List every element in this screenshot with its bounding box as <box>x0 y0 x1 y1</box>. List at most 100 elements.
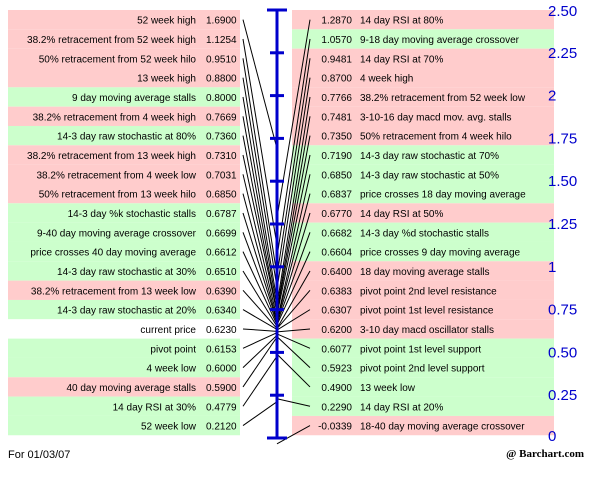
left-row-bg <box>8 222 240 242</box>
left-row-label: 14-3 day raw stochastic at 80% <box>57 132 196 143</box>
right-connector-line <box>276 96 311 306</box>
left-row-value: 0.6153 <box>206 344 237 355</box>
left-row-label: current price <box>140 325 196 336</box>
right-row-label: 14-3 day raw stochastic at 70% <box>360 151 499 162</box>
right-row-value: 0.6383 <box>321 286 352 297</box>
y-tick-label: 2 <box>548 88 556 105</box>
right-row-value: 0.6200 <box>321 325 352 336</box>
right-row-bg <box>292 299 554 320</box>
right-row-label: 38.2% retracement from 52 week low <box>360 93 526 104</box>
right-row-bg <box>292 319 554 339</box>
left-connector-line <box>242 58 278 276</box>
left-row-label: 14-3 day %k stochastic stalls <box>68 209 196 220</box>
right-row-label: pivot point 2nd level support <box>360 364 485 375</box>
right-row-bg <box>292 338 554 358</box>
right-row-bg <box>292 106 554 126</box>
left-row-value: 0.7031 <box>206 170 237 181</box>
left-connector-line <box>242 289 278 329</box>
right-row-bg <box>292 164 554 184</box>
right-row-value: 0.7190 <box>321 151 352 162</box>
left-row-value: 0.6000 <box>206 364 237 375</box>
left-row-label: 38.2% retracement from 4 week high <box>33 112 196 123</box>
right-connector-line <box>276 154 311 316</box>
right-row-label: 14 day RSI at 20% <box>360 402 443 413</box>
right-row-value: 0.6400 <box>321 267 352 278</box>
left-row-bg <box>8 338 240 358</box>
right-row-value: 0.6077 <box>321 344 352 355</box>
y-tick-label: 1.25 <box>548 216 577 233</box>
left-row-label: 52 week high <box>137 16 196 27</box>
left-row-value: 0.8800 <box>206 74 237 85</box>
right-row-label: pivot point 2nd level resistance <box>360 286 497 297</box>
left-row-label: 52 week low <box>141 422 197 433</box>
left-row-label: 14-3 day raw stochastic at 20% <box>57 306 196 317</box>
right-row-value: 0.2290 <box>321 402 352 413</box>
right-row-value: 0.7766 <box>321 93 352 104</box>
left-connector-line <box>242 135 278 313</box>
y-tick-label: 0 <box>548 428 556 445</box>
left-row-bg <box>8 261 240 281</box>
left-row-bg <box>8 299 240 320</box>
left-row-bg <box>8 48 240 68</box>
left-row-value: 0.6850 <box>206 190 237 201</box>
right-row-label: 14 day RSI at 70% <box>360 54 443 65</box>
left-connector-line <box>242 336 278 388</box>
y-tick-label: 1.75 <box>548 130 577 147</box>
right-row-label: 9-18 day moving average crossover <box>360 35 520 46</box>
left-row-value: 0.2120 <box>206 422 237 433</box>
left-row-bg <box>8 125 240 146</box>
right-connector-line <box>276 193 311 322</box>
right-row-value: 0.6307 <box>321 306 352 317</box>
left-row-value: 0.6340 <box>206 306 237 317</box>
right-row-value: 0.6837 <box>321 190 352 201</box>
right-row-bg <box>292 415 554 436</box>
right-row-value: 0.9481 <box>321 54 352 65</box>
right-connector-line <box>276 336 311 368</box>
right-row-label: pivot point 1st level support <box>360 344 481 355</box>
left-row-value: 0.6612 <box>206 248 237 259</box>
y-tick-label: 0.75 <box>548 302 577 319</box>
right-connector-line <box>276 38 311 258</box>
left-connector-line <box>242 174 278 318</box>
left-connector-line <box>242 309 278 330</box>
right-row-bg <box>292 261 554 281</box>
y-tick-label: 0.50 <box>548 344 577 361</box>
right-connector-line <box>276 58 311 276</box>
y-tick-label: 0.25 <box>548 387 577 404</box>
left-row-value: 0.7360 <box>206 132 237 143</box>
right-connector-line <box>276 270 311 329</box>
right-row-label: price crosses 9 day moving average <box>360 248 521 259</box>
left-row-bg <box>8 415 240 436</box>
left-connector-line <box>242 401 278 427</box>
right-row-bg <box>292 280 554 300</box>
left-row-value: 0.6390 <box>206 286 237 297</box>
left-row-label: 9 day moving average stalls <box>72 93 196 104</box>
right-connector-line <box>276 353 311 388</box>
brand-label: @ Barchart.com <box>506 448 584 460</box>
left-row-value: 0.7310 <box>206 151 237 162</box>
left-row-bg <box>8 357 240 378</box>
right-connector-line <box>276 116 311 311</box>
left-row-label: 14 day RSI at 30% <box>113 402 196 413</box>
left-row-label: 9-40 day moving average crossover <box>37 228 197 239</box>
y-tick-label: 2.50 <box>548 3 577 20</box>
left-connector-line <box>242 38 278 246</box>
left-row-bg <box>8 145 240 165</box>
right-connector-line <box>276 425 311 445</box>
left-row-value: 0.5900 <box>206 383 237 394</box>
left-row-label: pivot point <box>150 344 196 355</box>
left-connector-line <box>242 116 278 307</box>
right-row-value: 0.6682 <box>321 228 352 239</box>
left-row-bg <box>8 280 240 300</box>
left-row-bg <box>8 164 240 184</box>
right-row-bg <box>292 125 554 146</box>
left-connector-line <box>242 334 278 368</box>
right-row-label: 3-10-16 day macd mov. avg. stalls <box>360 112 512 123</box>
right-connector-line <box>276 289 311 330</box>
right-row-label: 14-3 day %d stochastic stalls <box>360 228 489 239</box>
left-connector-line <box>242 154 278 313</box>
right-connector-line <box>276 328 311 333</box>
right-connector-line <box>276 309 311 331</box>
left-row-value: 0.6699 <box>206 228 237 239</box>
left-row-label: 38.2% retracement from 4 week low <box>36 170 196 181</box>
